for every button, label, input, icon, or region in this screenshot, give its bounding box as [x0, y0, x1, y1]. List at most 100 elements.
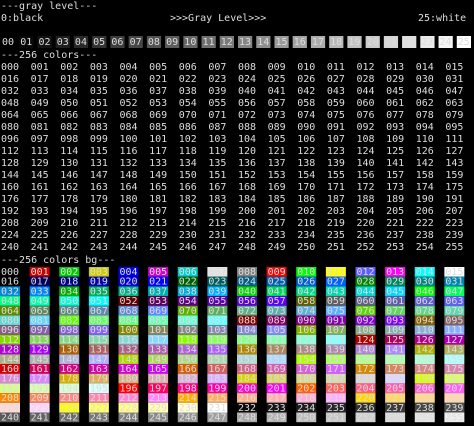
bg-swatch [237, 267, 257, 277]
gray-level-label: 25 [458, 37, 470, 48]
bg-swatch [118, 354, 139, 364]
fg-color-label: 118 [179, 146, 197, 157]
fg-color-label: 255 [445, 242, 463, 253]
bg-swatch [266, 286, 287, 297]
bg-color-label: 054 [179, 296, 197, 307]
bg-swatch [207, 373, 228, 384]
gray-swatch [128, 36, 143, 48]
bg-swatch [29, 383, 50, 394]
gray-swatch [402, 36, 417, 48]
fg-color-label: 151 [208, 170, 226, 181]
bg-swatch [355, 334, 376, 345]
bg-color-label: 154 [297, 354, 315, 365]
fg-color-label: 210 [60, 218, 78, 229]
bg-color-label: 049 [31, 296, 49, 307]
bg-color-label: 032 [1, 286, 19, 297]
fg-color-label: 008 [238, 62, 256, 73]
gray-swatch [329, 36, 344, 48]
gray-swatch [383, 36, 399, 48]
bg-swatch [296, 354, 317, 364]
bg-swatch [177, 373, 198, 384]
gray-swatch [1, 36, 16, 48]
bg-color-label: 146 [60, 354, 78, 365]
bg-swatch [414, 267, 435, 277]
fg-color-label: 076 [357, 110, 375, 121]
fg-color-label: 012 [357, 62, 375, 73]
bg-color-label: 133 [149, 345, 167, 356]
bg-swatch [29, 373, 50, 384]
bg-color-label: 164 [120, 364, 138, 375]
fg-color-label: 066 [60, 110, 78, 121]
fg-color-label: 234 [297, 230, 315, 241]
bg-color-label: 214 [179, 393, 197, 404]
bg-swatch [444, 296, 465, 306]
fg-color-label: 032 [1, 86, 19, 97]
fg-color-label: 092 [357, 122, 375, 133]
bg-title: ---256 colors bg--- [1, 255, 115, 266]
gray-level-label: 13 [239, 37, 251, 48]
bg-color-label: 052 [120, 296, 138, 307]
fg-color-label: 203 [327, 206, 345, 217]
bg-swatch [444, 402, 465, 413]
fg-color-label: 121 [268, 146, 286, 157]
gray-level-label: 07 [130, 37, 142, 48]
fg-color-label: 025 [268, 74, 286, 85]
bg-color-label: 216 [238, 393, 256, 404]
bg-swatch [177, 325, 198, 335]
fg-color-label: 167 [208, 182, 226, 193]
bg-swatch [237, 325, 257, 335]
bg-color-label: 055 [208, 296, 226, 307]
bg-color-label: 059 [327, 296, 345, 307]
bg-swatch [59, 364, 80, 374]
bg-swatch [177, 354, 198, 364]
fg-color-label: 188 [357, 194, 375, 205]
fg-color-label: 224 [1, 230, 19, 241]
fg-color-label: 123 [327, 146, 345, 157]
bg-color-label: 161 [31, 364, 49, 375]
bg-swatch [118, 334, 139, 345]
bg-swatch [0, 276, 20, 287]
fg-color-label: 084 [120, 122, 138, 133]
bg-color-label: 106 [297, 325, 315, 336]
fg-color-label: 103 [208, 134, 226, 145]
gray-swatch [110, 36, 125, 48]
bg-color-label: 041 [268, 286, 286, 297]
bg-color-label: 215 [208, 393, 226, 404]
bg-color-label: 074 [297, 306, 315, 317]
bg-swatch [414, 325, 435, 335]
bg-swatch [237, 276, 257, 287]
bg-swatch [118, 344, 139, 355]
bg-swatch [385, 276, 406, 287]
fg-color-label: 248 [238, 242, 256, 253]
bg-color-label: 193 [31, 383, 49, 394]
fg-color-label: 221 [386, 218, 404, 229]
fg-color-label: 251 [327, 242, 345, 253]
fg-color-label: 165 [149, 182, 167, 193]
fg-color-label: 106 [297, 134, 315, 145]
bg-color-label: 156 [357, 354, 375, 365]
fg-color-label: 080 [1, 122, 19, 133]
bg-color-label: 139 [327, 345, 345, 356]
fg-color-label: 044 [357, 86, 375, 97]
bg-color-label: 173 [386, 364, 404, 375]
bg-color-label: 045 [386, 286, 404, 297]
bg-swatch [148, 402, 169, 413]
bg-color-label: 234 [297, 403, 315, 414]
bg-color-label: 240 [1, 413, 19, 424]
gray-swatch [19, 36, 34, 48]
bg-swatch [29, 315, 50, 326]
fg-color-label: 176 [1, 194, 19, 205]
bg-color-label: 192 [1, 383, 19, 394]
fg-color-label: 042 [297, 86, 315, 97]
bg-color-label: 204 [357, 383, 375, 394]
bg-color-label: 155 [327, 354, 345, 365]
fg-color-label: 150 [179, 170, 197, 181]
bg-color-label: 253 [386, 413, 404, 424]
bg-swatch [0, 296, 20, 306]
fg-color-label: 102 [179, 134, 197, 145]
bg-color-label: 124 [357, 335, 375, 346]
bg-color-label: 182 [179, 374, 197, 385]
bg-swatch [0, 402, 20, 413]
bg-color-label: 003 [90, 267, 108, 278]
bg-swatch [355, 296, 376, 306]
